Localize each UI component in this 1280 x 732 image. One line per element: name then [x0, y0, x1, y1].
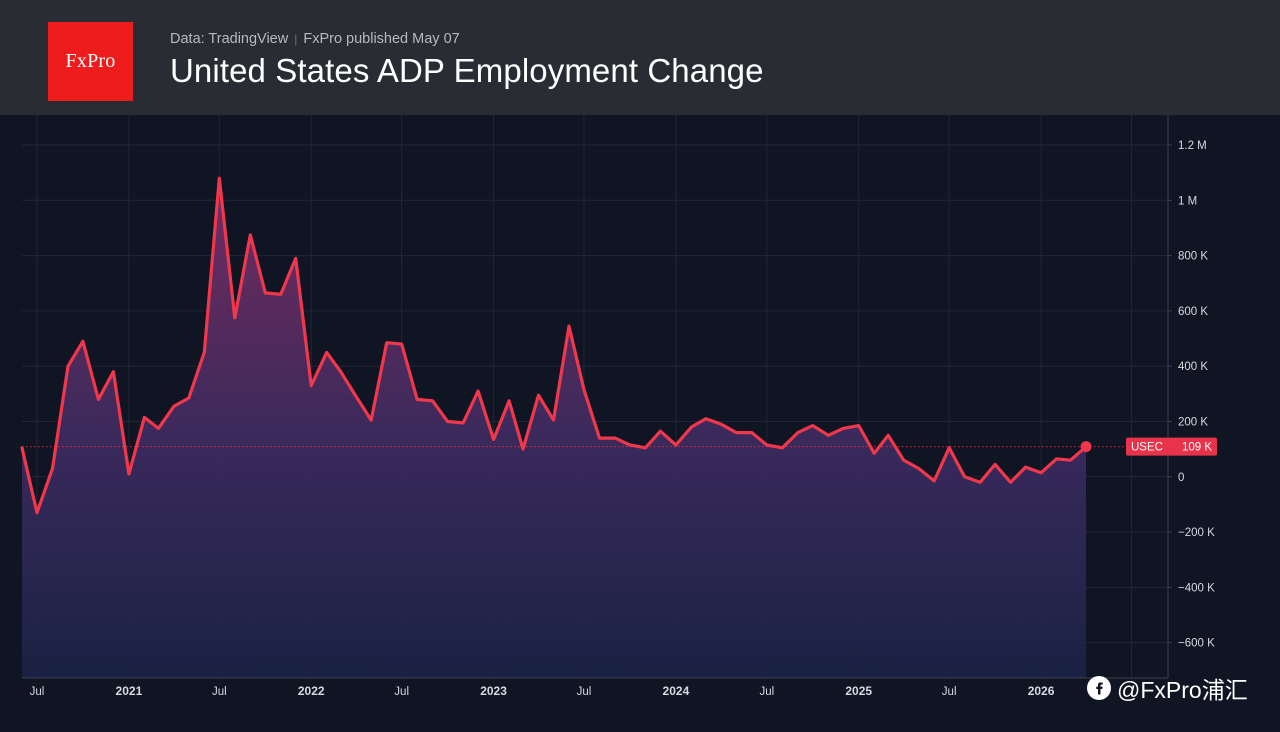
logo-text: FxPro [65, 50, 116, 72]
series-name-label: USEC [1131, 442, 1163, 454]
y-tick-label: −200 K [1178, 527, 1215, 539]
weibo-watermark: @FxPro浦汇 [1087, 672, 1248, 704]
x-tick-label: Jul [942, 686, 957, 698]
x-tick-label: Jul [30, 686, 45, 698]
y-tick-label: 1 M [1178, 195, 1197, 207]
x-tick-label: 2026 [1028, 684, 1055, 698]
y-tick-label: 400 K [1178, 361, 1208, 373]
y-tick-label: −600 K [1178, 638, 1215, 650]
chart-axes: 1.2 M 1 M 800 K 600 K 400 K 200 K 0 −200 K −400 … [22, 115, 1215, 698]
x-tick-label: 2021 [116, 684, 143, 698]
page-title: United States ADP Employment Change [170, 52, 764, 89]
x-tick-label: 2022 [298, 684, 325, 698]
x-tick-label: Jul [212, 686, 227, 698]
publisher-line: FxPro published May 07 [303, 31, 460, 47]
y-tick-label: 0 [1178, 472, 1184, 484]
y-tick-label: 200 K [1178, 417, 1208, 429]
y-tick-label: 800 K [1178, 251, 1208, 263]
last-point-marker [1080, 441, 1092, 453]
meta-separator: | [294, 32, 298, 46]
employment-chart[interactable]: 1.2 M 1 M 800 K 600 K 400 K 200 K 0 −200 K −400 … [0, 115, 1280, 732]
y-tick-label: −400 K [1178, 582, 1215, 594]
x-tick-label: 2023 [480, 684, 507, 698]
y-tick-label: 1.2 M [1178, 140, 1207, 152]
x-tick-label: Jul [759, 686, 774, 698]
weibo-icon [1087, 676, 1111, 700]
y-tick-label: 600 K [1178, 306, 1208, 318]
x-tick-label: 2025 [845, 684, 872, 698]
chart-area-layer [22, 178, 1086, 678]
x-tick-label: Jul [577, 686, 592, 698]
chart-marks: USEC 109 K [20, 176, 1217, 515]
header: FxPro Data: TradingView | FxPro published … [0, 0, 1280, 115]
x-tick-label: 2024 [663, 684, 690, 698]
last-value-label: 109 K [1182, 442, 1212, 454]
data-source: Data: TradingView [170, 31, 289, 47]
series-area-fill [22, 178, 1086, 678]
publication-meta: Data: TradingView | FxPro published May 07 [170, 31, 460, 47]
series-line [20, 176, 1088, 515]
x-tick-label: Jul [394, 686, 409, 698]
fxpro-logo[interactable]: FxPro [48, 22, 133, 101]
watermark-text: @FxPro浦汇 [1117, 677, 1248, 703]
last-value-badge [1126, 437, 1217, 456]
